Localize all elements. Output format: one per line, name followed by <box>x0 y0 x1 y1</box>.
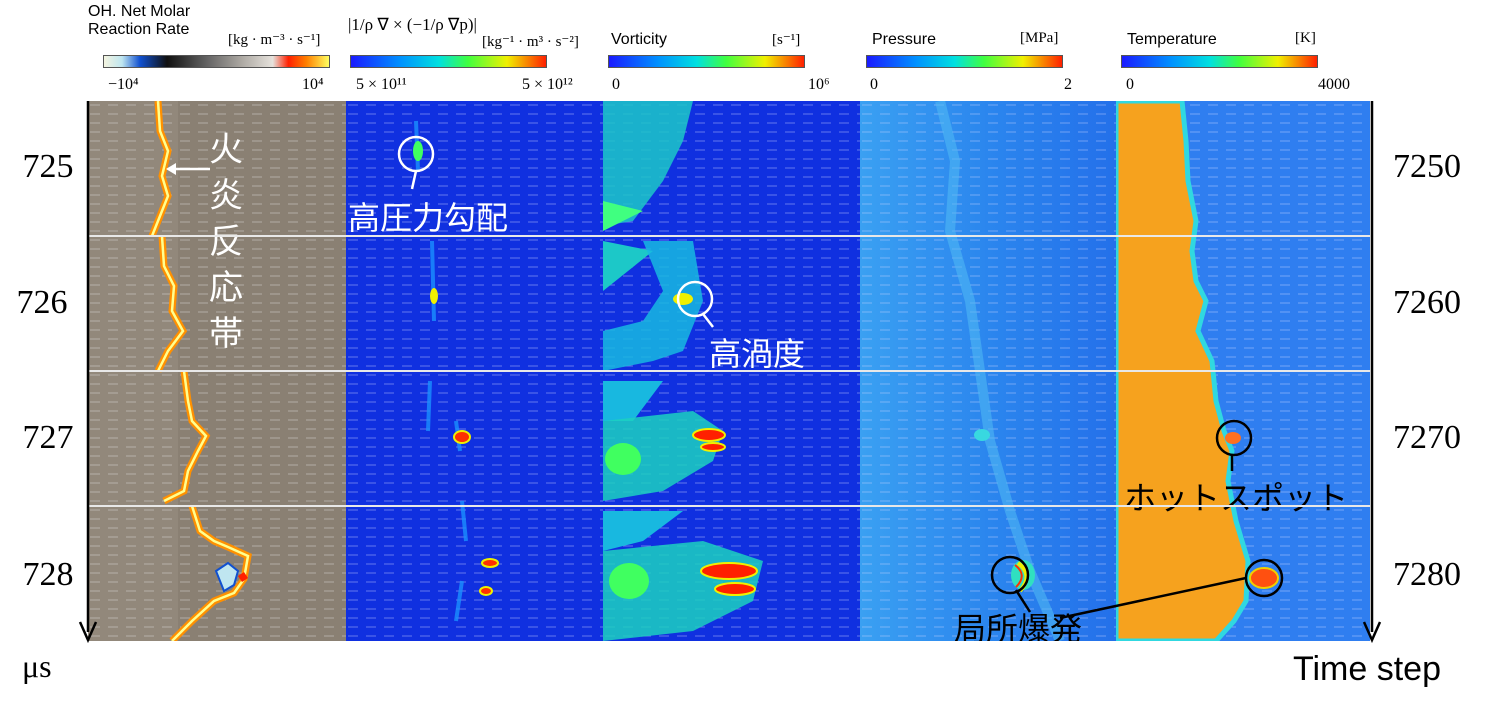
hot-spot-circle <box>1215 419 1253 457</box>
colorbar-title-temperature: Temperature <box>1127 31 1217 48</box>
gradient-spot-row2 <box>430 288 438 304</box>
left-time-axis-arrow <box>78 621 98 644</box>
colorbar-max-gradient: 5 × 10¹² <box>522 76 573 93</box>
temperature-explosion-core <box>1249 567 1279 589</box>
vorticity-sheet-row2a <box>603 241 653 291</box>
colorbar-gradient-pressure <box>866 55 1063 68</box>
time-step-row4: 7280 <box>1393 556 1461 593</box>
vorticity-core-row3 <box>605 443 641 475</box>
vorticity-sheet-row1 <box>603 101 693 226</box>
flame-zone-text: 火炎反応帯 <box>209 130 243 354</box>
vorticity-sheet-row3a <box>603 381 663 421</box>
colorbar-gradient-vorticity <box>608 55 805 68</box>
row-separator-3 <box>88 505 1370 507</box>
colorbar-min-vorticity: 0 <box>612 76 620 93</box>
vorticity-spot-row4a <box>700 562 758 580</box>
flame-front-row2-core <box>156 235 185 372</box>
high-vorticity-circle <box>676 280 714 318</box>
time-us-row3: 727 <box>22 419 74 456</box>
pressure-explosion-peak <box>1014 564 1023 588</box>
time-step-row1: 7250 <box>1393 148 1461 185</box>
oh-title-line2: Reaction Rate <box>88 21 190 38</box>
local-explosion-circle-left <box>990 555 1030 595</box>
flame-zone-label: 火炎反応帯 <box>208 127 248 357</box>
colorbar-max-pressure: 2 <box>1064 76 1072 93</box>
colorbar-max-temperature: 4000 <box>1318 76 1350 93</box>
vorticity-band-row1 <box>603 201 643 231</box>
colorbar-title-oh: OH. Net Molar Reaction Rate <box>88 3 190 39</box>
flame-front-row4-core <box>171 505 250 641</box>
colorbar-unit-vorticity: [s⁻¹] <box>772 32 801 48</box>
high-vorticity-leader <box>702 313 714 328</box>
gradient-spot-row1 <box>413 141 423 161</box>
colorbar-title-pressure: Pressure <box>872 31 937 48</box>
oh-consumption-pocket <box>214 561 240 593</box>
local-explosion-label: 局所爆発 <box>954 610 1083 641</box>
colorbar-title-vorticity: Vorticity <box>611 31 668 48</box>
row-separator-2 <box>88 370 1370 372</box>
colorbar-unit-gradient: [kg⁻¹ · m³ · s⁻²] <box>482 34 579 50</box>
oh-title-line1: OH. Net Molar <box>88 3 191 20</box>
vorticity-core-row4 <box>609 563 649 599</box>
oh-reaction-spot <box>238 572 248 582</box>
high-vorticity-label: 高渦度 <box>709 335 806 373</box>
high-pressure-gradient-label: 高圧力勾配 <box>348 199 509 237</box>
right-time-axis-arrow <box>1362 621 1382 644</box>
vorticity-spot-row3a <box>692 428 726 442</box>
colorbar-unit-pressure: [MPa] <box>1020 30 1059 46</box>
vorticity-spot-row4b <box>714 582 756 596</box>
flame-front-row1-core <box>150 101 170 237</box>
colorbar-min-oh: −10⁴ <box>108 76 139 93</box>
time-step-row2: 7260 <box>1393 284 1461 321</box>
hot-spot-core <box>1225 432 1241 444</box>
colorbar-min-gradient: 5 × 10¹¹ <box>356 76 407 93</box>
flame-front-row3-core <box>163 370 208 503</box>
local-explosion-leader-right <box>1059 576 1247 620</box>
colorbar-min-temperature: 0 <box>1126 76 1134 93</box>
flame-arrow-head <box>166 163 176 175</box>
gradient-spot-row4a <box>481 558 499 568</box>
colorbar-gradient-temperature <box>1121 55 1318 68</box>
time-us-row4: 728 <box>22 556 74 593</box>
time-us-row2: 726 <box>16 284 68 321</box>
vorticity-spot-row3b <box>700 442 726 452</box>
hot-spot-label: ホットスポット <box>1124 479 1349 517</box>
pressure-spot-row3 <box>974 429 990 441</box>
colorbar-gradient-oh <box>103 55 330 68</box>
colorbar-max-oh: 10⁴ <box>302 76 324 93</box>
high-pressure-gradient-leader <box>410 170 418 190</box>
gradient-spot-row3 <box>453 430 471 444</box>
vorticity-sheet-row2b <box>603 241 703 371</box>
colorbar-unit-temperature: [K] <box>1295 30 1316 46</box>
colorbar-max-vorticity: 10⁶ <box>808 76 830 93</box>
flame-arrow-svg <box>166 163 210 175</box>
local-explosion-leader-left <box>1014 589 1032 613</box>
colorbar-title-gradient: |1/ρ ∇ × (−1/ρ ∇p)| <box>348 15 477 34</box>
colorbar-min-pressure: 0 <box>870 76 878 93</box>
colorbar-gradient-gradient <box>350 55 547 68</box>
time-step-row3: 7270 <box>1393 419 1461 456</box>
vorticity-sheet-row4a <box>603 511 683 551</box>
time-step-axis-label: Time step <box>1293 650 1442 688</box>
gradient-spot-row4b <box>479 586 493 596</box>
colorbar-unit-oh: [kg · m⁻³ · s⁻¹] <box>228 32 321 48</box>
row-separator-1 <box>88 235 1370 237</box>
time-us-row1: 725 <box>22 148 74 185</box>
time-unit-label: μs <box>22 648 52 684</box>
